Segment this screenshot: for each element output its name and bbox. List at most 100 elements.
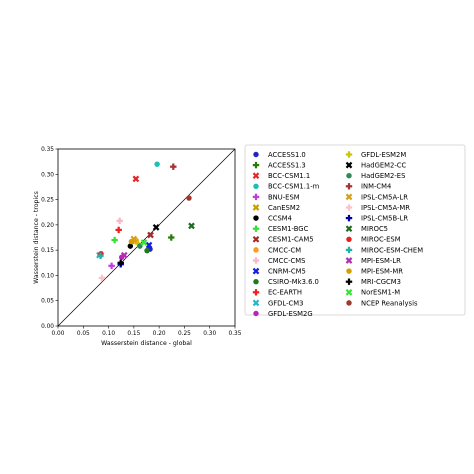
x-tick-label: 0.15: [127, 331, 140, 337]
legend-item: IPSL-CM5A-MR: [345, 204, 410, 212]
data-point: [108, 262, 115, 270]
legend-frame: [244, 144, 466, 316]
data-point: [147, 231, 154, 239]
legend-item: HadGEM2-ES: [346, 172, 405, 180]
legend-marker: [253, 278, 259, 285]
legend-item: HadGEM2-CC: [345, 162, 407, 170]
legend-label: IPSL-CM5A-MR: [361, 204, 410, 212]
legend-marker: [345, 246, 353, 254]
legend-label: BNU-ESM: [268, 193, 300, 201]
legend-item: CMCC-CM: [253, 246, 301, 254]
legend-label: MPI-ESM-LR: [361, 257, 401, 265]
legend-item: BCC-CSM1.1-m: [253, 183, 320, 191]
data-point: [188, 222, 195, 230]
legend-item: CanESM2: [252, 204, 300, 212]
data-markers: [96, 161, 195, 282]
legend-marker: [252, 193, 260, 201]
legend-label: EC-EARTH: [268, 289, 302, 297]
legend-label: CESM1-BGC: [268, 225, 309, 233]
legend-label: CanESM2: [268, 204, 300, 212]
legend-label: CMCC-CMS: [268, 257, 305, 265]
legend-label: GFDL-ESM2M: [361, 151, 406, 159]
y-tick-label: 0.00: [41, 324, 54, 330]
legend-marker: [345, 214, 353, 222]
x-tick-label: 0.10: [102, 331, 115, 337]
legend-marker: [346, 172, 352, 179]
legend-item: MRI-CGCM3: [345, 278, 401, 286]
legend-item: GFDL-ESM2M: [345, 151, 406, 159]
data-point: [152, 224, 160, 231]
legend-item: CESM1-CAM5: [252, 236, 314, 244]
legend-item: BNU-ESM: [252, 193, 300, 201]
legend-marker: [252, 257, 260, 264]
data-point: [117, 259, 124, 266]
legend-marker: [345, 183, 353, 190]
y-axis-label: Wasserstein distance - tropics: [33, 191, 40, 284]
data-point: [116, 217, 123, 225]
legend-label: BCC-CSM1.1: [268, 172, 310, 180]
legend-marker: [346, 300, 352, 306]
x-tick-label: 0.30: [203, 331, 216, 337]
data-point: [97, 252, 104, 259]
legend-item: IPSL-CM5B-LR: [345, 214, 408, 223]
x-axis-ticks: 0.00 0.05 0.10 0.15 0.20 0.25 0.30 0.35: [52, 326, 242, 337]
data-point: [186, 195, 192, 201]
legend-items: ACCESS1.0 ACCESS1.3 BCC-CSM1.1 BCC-CSM1.1-m…: [252, 151, 423, 318]
legend-marker: [253, 183, 259, 190]
legend-item: MPI-ESM-MR: [346, 268, 403, 276]
y-tick-label: 0.20: [41, 223, 54, 229]
legend-marker: [253, 215, 259, 221]
y-tick-label: 0.05: [41, 299, 54, 305]
data-point: [140, 239, 148, 246]
legend-item: GFDL-CM3: [252, 299, 303, 307]
legend: ACCESS1.0 ACCESS1.3 BCC-CSM1.1 BCC-CSM1.1-m…: [244, 144, 466, 318]
data-point: [145, 241, 153, 249]
legend-label: CCSM4: [268, 215, 292, 223]
y-tick-label: 0.30: [41, 172, 54, 178]
legend-label: MRI-CGCM3: [361, 278, 401, 286]
data-point: [170, 163, 177, 170]
legend-marker: [346, 236, 352, 243]
legend-item: MIROC-ESM: [346, 236, 401, 244]
legend-marker: [345, 225, 353, 233]
legend-label: MIROC-ESM-CHEM: [361, 246, 423, 254]
y-tick-label: 0.15: [41, 248, 54, 254]
axes-frame: [57, 148, 236, 327]
legend-item: CSIRO-Mk3.6.0: [253, 278, 319, 286]
legend-item: INM-CM4: [345, 183, 391, 191]
data-point: [144, 247, 150, 254]
y-tick-label: 0.25: [41, 198, 54, 204]
legend-item: MIROC5: [345, 225, 388, 233]
legend-marker: [345, 288, 353, 296]
data-point: [134, 240, 142, 247]
legend-marker: [345, 193, 353, 201]
legend-marker: [345, 204, 353, 211]
legend-label: GFDL-CM3: [268, 299, 303, 307]
x-tick-label: 0.25: [178, 331, 191, 337]
data-point: [115, 226, 122, 234]
data-point: [111, 236, 118, 244]
x-axis-label: Wasserstein distance - global: [101, 340, 192, 347]
plot-area: 0.00 0.05 0.10 0.15 0.20 0.25 0.30 0.35 0.000.0…: [33, 147, 242, 347]
data-point: [127, 243, 134, 249]
legend-item: CMCC-CMS: [252, 257, 305, 265]
legend-item: CCSM4: [253, 215, 292, 223]
legend-label: BCC-CSM1.1-m: [268, 183, 320, 191]
legend-item: CNRM-CM5: [252, 267, 306, 276]
legend-marker: [253, 151, 259, 158]
legend-item: MPI-ESM-LR: [345, 257, 401, 265]
legend-label: GFDL-ESM2G: [268, 310, 313, 318]
x-tick-label: 0.35: [229, 331, 242, 337]
legend-item: NorESM1-M: [345, 288, 400, 297]
legend-label: HadGEM2-ES: [361, 172, 405, 180]
legend-marker: [252, 225, 260, 232]
legend-item: EC-EARTH: [252, 289, 302, 297]
legend-label: ACCESS1.0: [268, 151, 306, 159]
legend-marker: [252, 267, 260, 275]
legend-label: CMCC-CM: [268, 246, 301, 254]
legend-label: ACCESS1.3: [268, 162, 306, 170]
legend-label: CSIRO-Mk3.6.0: [268, 278, 319, 286]
x-tick-label: 0.00: [52, 331, 65, 337]
legend-label: IPSL-CM5B-LR: [361, 215, 408, 223]
